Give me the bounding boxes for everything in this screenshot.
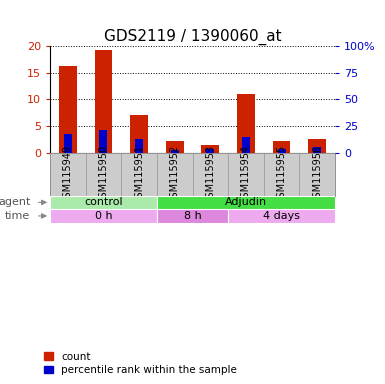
Text: 4 days: 4 days xyxy=(263,211,300,221)
Bar xyxy=(308,139,326,153)
Bar xyxy=(278,149,286,153)
Bar xyxy=(95,50,112,153)
Bar xyxy=(273,141,290,153)
Text: time: time xyxy=(5,211,30,221)
Bar xyxy=(121,153,157,195)
Bar xyxy=(50,209,157,223)
Bar xyxy=(166,141,184,153)
Text: GSM115956: GSM115956 xyxy=(312,145,322,204)
Text: 8 h: 8 h xyxy=(184,211,201,221)
Text: GSM115954: GSM115954 xyxy=(241,145,251,204)
Bar xyxy=(264,153,300,195)
Text: agent: agent xyxy=(0,197,30,207)
Bar xyxy=(50,195,157,209)
Bar xyxy=(157,153,192,195)
Bar xyxy=(50,153,85,195)
Title: GDS2119 / 1390060_at: GDS2119 / 1390060_at xyxy=(104,28,281,45)
Bar xyxy=(157,209,228,223)
Legend: count, percentile rank within the sample: count, percentile rank within the sample xyxy=(44,352,237,375)
Bar xyxy=(201,146,219,153)
Bar xyxy=(99,131,107,153)
Bar xyxy=(130,116,148,153)
Text: GSM115953: GSM115953 xyxy=(205,145,215,204)
Bar xyxy=(157,195,335,209)
Bar xyxy=(228,153,264,195)
Bar xyxy=(135,139,143,153)
Bar xyxy=(313,147,321,153)
Text: Adjudin: Adjudin xyxy=(225,197,267,207)
Bar xyxy=(242,137,250,153)
Text: GSM115955: GSM115955 xyxy=(276,144,286,204)
Bar xyxy=(192,153,228,195)
Bar xyxy=(228,209,335,223)
Bar xyxy=(171,150,179,153)
Text: control: control xyxy=(84,197,123,207)
Bar xyxy=(85,153,121,195)
Bar xyxy=(64,134,72,153)
Text: GSM115949: GSM115949 xyxy=(63,145,73,204)
Text: GSM115950: GSM115950 xyxy=(99,145,109,204)
Bar xyxy=(206,149,214,153)
Bar xyxy=(300,153,335,195)
Bar xyxy=(237,94,255,153)
Text: GSM115952: GSM115952 xyxy=(170,144,180,204)
Text: 0 h: 0 h xyxy=(95,211,112,221)
Bar xyxy=(59,66,77,153)
Text: GSM115951: GSM115951 xyxy=(134,145,144,204)
